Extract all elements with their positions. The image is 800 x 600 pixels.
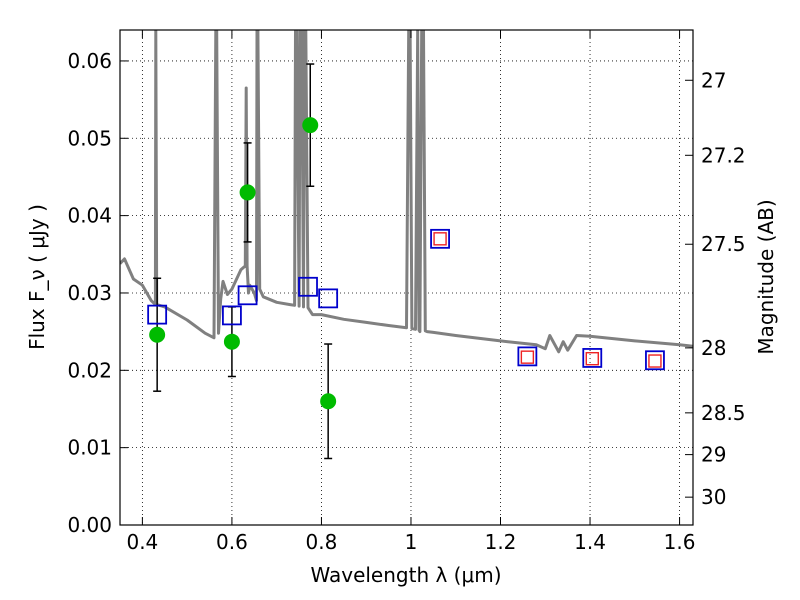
model-flux-square [517,346,538,367]
right-tick-label: 30 [701,485,726,509]
grid [120,30,693,526]
y-tick-label: 0.03 [67,281,112,305]
right-axis-label: Magnitude (AB) [754,199,778,354]
model-flux-square [318,288,339,309]
model-flux-square [645,350,665,371]
model-flux-small-square [585,352,599,366]
y-tick-label: 0.00 [67,513,112,537]
y-axis-label: Flux F_ν ( μJy ) [25,204,49,350]
y-tick-label: 0.02 [67,358,112,382]
observed-flux-point [302,117,319,134]
x-tick-label: 1.2 [485,530,517,554]
model-spectrum-line [120,30,693,354]
plot-area [120,30,693,354]
x-tick-label: 0.4 [126,530,158,554]
y-tick-label: 0.05 [67,126,112,150]
x-tick-label: 1.4 [574,530,606,554]
right-tick-label: 28 [701,336,726,360]
model-flux-square [430,228,450,249]
model-flux-square [298,276,318,297]
model-flux-small-square [648,354,662,368]
x-tick-label: 0.6 [216,530,248,554]
model-flux-square [222,305,242,326]
right-tick-label: 27.5 [701,232,746,256]
model-flux-small-square [433,232,447,246]
observed-flux-point [149,326,166,343]
y-tick-label: 0.06 [67,49,112,73]
right-tick-label: 29 [701,443,726,467]
x-axis-label: Wavelength λ (μm) [310,563,501,587]
y-tick-label: 0.01 [67,436,112,460]
x-tick-label: 1.6 [664,530,696,554]
plot-frame [119,29,694,526]
model-flux-small-square [520,350,535,364]
model-flux-square [582,348,603,368]
observed-flux-point [239,184,256,201]
observed-flux-point [320,393,337,410]
y-tick-label: 0.04 [67,204,112,228]
right-tick-label: 27 [701,68,726,92]
right-tick-label: 27.2 [701,143,746,167]
model-flux-square [147,304,168,325]
right-tick-label: 28.5 [701,401,746,425]
x-tick-label: 0.8 [306,530,338,554]
error-bars [147,63,665,460]
x-tick-label: 1 [405,530,418,554]
observed-flux-point [223,333,240,350]
model-flux-square [237,285,258,306]
ticks: 0.4 0.6 0.8 1 1.2 1.4 1.6 0.00 0.01 0.02 0.03 0.04 0… [67,30,746,554]
